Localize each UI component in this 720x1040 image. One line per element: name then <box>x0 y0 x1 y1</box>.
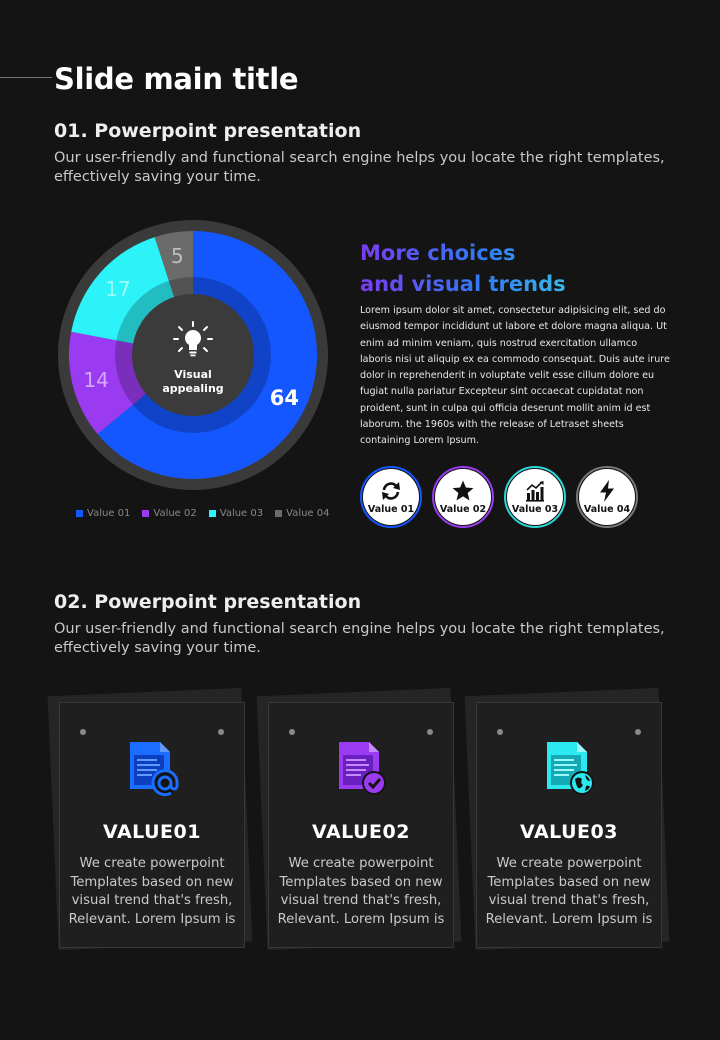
document-globe-icon <box>547 742 594 795</box>
value-badge-2-label: Value 02 <box>439 504 487 515</box>
document-check-icon <box>339 742 386 795</box>
center-label-line1: Visual <box>174 368 212 381</box>
value-card-1-text: We create powerpoint Templates based on … <box>68 856 236 927</box>
title-accent-line <box>0 77 52 78</box>
center-label-line2: appealing <box>162 382 223 395</box>
section1-description: Our user-friendly and functional search … <box>54 150 665 185</box>
value-card-2-text: We create powerpoint Templates based on … <box>277 856 445 927</box>
legend-swatch <box>275 510 283 517</box>
document-email-icon <box>130 742 179 797</box>
value-card-2-title: VALUE02 <box>312 821 410 843</box>
slice-value-label-4: 5 <box>171 244 184 268</box>
legend-label: Value 02 <box>153 508 197 519</box>
value-card-1-title: VALUE01 <box>103 821 201 843</box>
value-badge-4-label: Value 04 <box>583 504 631 515</box>
legend-label: Value 01 <box>87 508 131 519</box>
value-badges: Value 01 Value 02 Value 03 <box>360 466 638 528</box>
slice-value-label-3: 17 <box>105 277 130 301</box>
value-badge-2: Value 02 <box>432 466 494 528</box>
value-badge-3-label: Value 03 <box>511 504 559 515</box>
legend-swatch <box>142 510 150 517</box>
slice-labels: 64 14 17 5 <box>83 244 299 410</box>
star-icon <box>452 480 474 501</box>
legend-swatch <box>76 510 83 517</box>
value-badge-4: Value 04 <box>576 466 638 528</box>
legend-label: Value 03 <box>219 508 264 519</box>
value-badge-1-label: Value 01 <box>367 504 415 515</box>
section1-heading: 01. Powerpoint presentation <box>54 120 362 142</box>
side-title-line1: More choices <box>360 241 516 265</box>
value-card-3-text: We create powerpoint Templates based on … <box>485 856 653 927</box>
slice-value-label-2: 14 <box>83 368 108 392</box>
value-card-2: VALUE02 We create powerpoint Templates b… <box>256 687 462 952</box>
value-badge-1: Value 01 <box>360 466 422 528</box>
section2-description: Our user-friendly and functional search … <box>54 621 665 656</box>
legend-item-2: Value 02 <box>142 508 197 519</box>
value-card-1: VALUE01 We create powerpoint Templates b… <box>47 687 253 952</box>
value-card-3-title: VALUE03 <box>520 821 618 843</box>
lightning-icon <box>600 480 614 502</box>
bar-chart-icon <box>526 481 544 502</box>
chart-legend: Value 01 Value 02 Value 03 Value 04 <box>76 508 330 519</box>
value-card-3: VALUE03 We create powerpoint Templates b… <box>464 687 670 952</box>
legend-item-4: Value 04 <box>275 508 330 519</box>
lightbulb-icon <box>173 321 213 357</box>
legend-swatch <box>208 510 216 517</box>
donut-chart: Visual appealing 64 14 17 5 <box>58 220 328 490</box>
side-title-line2: and visual trends <box>360 272 566 296</box>
legend-item-3: Value 03 <box>208 508 264 519</box>
legend-label: Value 04 <box>286 508 330 519</box>
side-body-text: Lorem ipsum dolor sit amet, consectetur … <box>360 305 670 447</box>
value-badge-3: Value 03 <box>504 466 566 528</box>
slide-title: Slide main title <box>54 62 299 96</box>
slice-value-label-1: 64 <box>270 386 299 410</box>
section2-heading: 02. Powerpoint presentation <box>54 591 362 613</box>
side-title: More choices and visual trends <box>360 238 566 300</box>
legend-item-1: Value 01 <box>76 508 130 519</box>
refresh-icon <box>382 482 400 500</box>
